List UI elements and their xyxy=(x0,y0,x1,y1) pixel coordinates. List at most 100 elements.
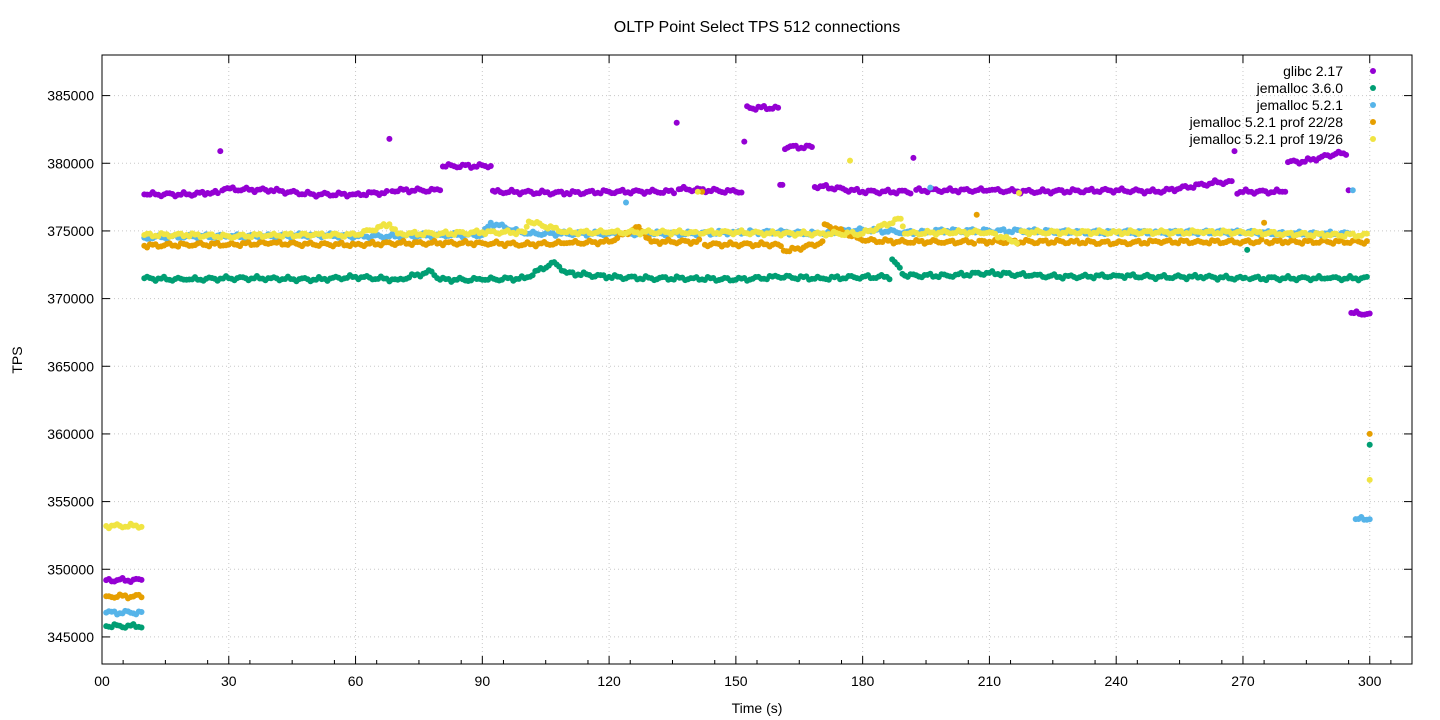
data-point xyxy=(1013,240,1020,247)
grid xyxy=(102,55,1412,664)
data-point xyxy=(808,144,815,150)
y-tick-label: 365000 xyxy=(47,358,94,374)
data-point xyxy=(699,188,706,195)
y-tick-label: 385000 xyxy=(47,88,94,104)
data-point xyxy=(437,187,444,194)
data-point xyxy=(696,236,703,243)
x-axis-label: Time (s) xyxy=(732,700,783,716)
data-point xyxy=(673,119,680,126)
y-tick-label: 350000 xyxy=(47,561,94,577)
legend-marker xyxy=(1370,68,1376,74)
x-tick-label: 240 xyxy=(1105,673,1129,689)
series-4 xyxy=(103,188,1373,602)
legend-marker xyxy=(1370,119,1376,125)
data-point xyxy=(899,223,906,230)
data-point xyxy=(738,189,745,196)
x-tick-label: 150 xyxy=(724,673,748,689)
series-2 xyxy=(103,246,1373,631)
data-point xyxy=(214,190,221,197)
data-point xyxy=(1258,236,1265,243)
data-point xyxy=(844,229,851,236)
series-5 xyxy=(103,157,1373,532)
x-tick-label: 00 xyxy=(94,673,110,689)
data-point xyxy=(1366,310,1373,317)
data-point xyxy=(1231,148,1238,155)
data-point xyxy=(671,190,677,197)
data-point xyxy=(1366,430,1373,437)
data-point xyxy=(692,228,699,235)
y-tick-label: 375000 xyxy=(47,223,94,239)
x-tick-label: 270 xyxy=(1231,673,1255,689)
y-tick-label: 360000 xyxy=(47,426,94,442)
x-tick-label: 300 xyxy=(1358,673,1382,689)
data-point xyxy=(1242,274,1249,281)
data-point xyxy=(383,188,390,194)
data-point xyxy=(487,163,494,169)
data-point xyxy=(907,190,914,197)
data-point xyxy=(819,238,826,245)
data-point xyxy=(217,148,224,155)
data-point xyxy=(1349,187,1356,194)
y-tick-label: 345000 xyxy=(47,629,94,645)
y-tick-label: 380000 xyxy=(47,155,94,171)
x-tick-label: 180 xyxy=(851,673,875,689)
legend-marker xyxy=(1370,136,1376,142)
data-point xyxy=(777,243,784,250)
data-point xyxy=(1343,151,1350,158)
legend-label: jemalloc 3.6.0 xyxy=(1256,80,1344,96)
data-point xyxy=(927,184,934,191)
data-point xyxy=(1244,246,1251,253)
data-point xyxy=(741,138,748,145)
legend-marker xyxy=(1370,85,1376,91)
data-point xyxy=(1363,238,1370,245)
legend-label: glibc 2.17 xyxy=(1283,63,1343,79)
data-point xyxy=(392,226,398,233)
data-points xyxy=(103,103,1373,631)
data-point xyxy=(1366,441,1373,448)
data-point xyxy=(1345,187,1352,194)
x-tick-label: 60 xyxy=(348,673,364,689)
data-point xyxy=(386,135,393,142)
data-point xyxy=(138,624,145,631)
chart-title: OLTP Point Select TPS 512 connections xyxy=(614,19,900,36)
data-point xyxy=(1261,219,1268,226)
x-tick-label: 90 xyxy=(475,673,491,689)
data-point xyxy=(1282,188,1289,195)
data-point xyxy=(694,188,701,195)
legend-label: jemalloc 5.2.1 prof 22/28 xyxy=(1189,114,1344,130)
y-tick-label: 370000 xyxy=(47,291,94,307)
data-point xyxy=(896,264,903,271)
series-3 xyxy=(103,184,1373,618)
x-tick-label: 30 xyxy=(221,673,237,689)
data-point xyxy=(523,223,530,230)
data-point xyxy=(910,154,917,161)
data-point xyxy=(623,199,629,206)
legend-label: jemalloc 5.2.1 prof 19/26 xyxy=(1189,131,1344,147)
data-point xyxy=(1228,178,1235,185)
data-point xyxy=(886,276,893,283)
data-point xyxy=(775,104,782,111)
axis-ticks: 00 30 60 90 120 150 180 210 240 270 300 345000 35000… xyxy=(47,55,1412,689)
x-tick-label: 120 xyxy=(597,673,621,689)
series-1 xyxy=(103,103,1373,585)
data-point xyxy=(847,157,853,164)
data-point xyxy=(386,221,393,228)
x-tick-label: 210 xyxy=(978,673,1002,689)
y-axis-label: TPS xyxy=(9,346,25,373)
data-point xyxy=(971,240,978,247)
data-point xyxy=(1363,273,1370,280)
data-point xyxy=(138,576,145,583)
legend-marker xyxy=(1370,102,1376,108)
data-point xyxy=(138,609,145,615)
data-point xyxy=(1016,190,1022,196)
data-point xyxy=(138,523,145,530)
data-point xyxy=(138,594,145,601)
y-tick-label: 355000 xyxy=(47,494,94,510)
data-point xyxy=(779,181,786,188)
data-point xyxy=(1366,516,1373,523)
data-point xyxy=(1366,476,1373,483)
data-point xyxy=(973,211,980,218)
data-point xyxy=(521,229,528,236)
